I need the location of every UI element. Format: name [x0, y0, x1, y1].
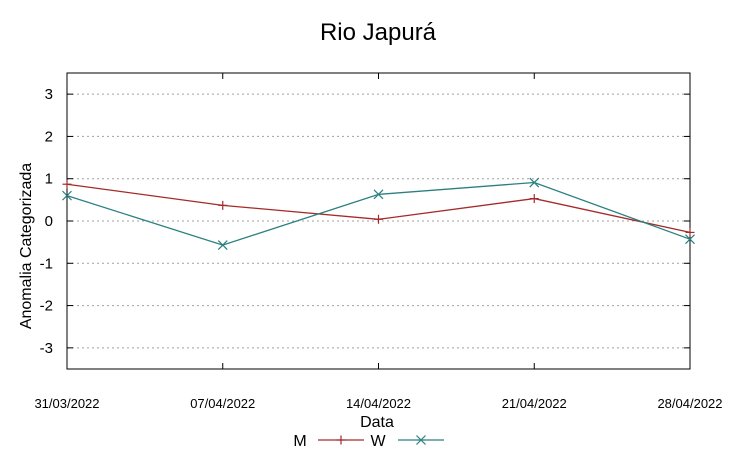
plot-frame	[66, 72, 691, 370]
series-line-W	[66, 181, 691, 246]
data-point-M	[529, 194, 539, 204]
x-axis-ticks: 31/03/2022 07/04/2022 14/04/2022 21/04/2022…	[34, 73, 723, 411]
data-point-M	[62, 179, 72, 189]
data-point-W	[62, 190, 72, 201]
data-point-M	[685, 227, 695, 237]
y-tick-label: -2	[40, 298, 53, 315]
data-point-W	[373, 189, 384, 200]
y-tick-label: 3	[45, 86, 53, 103]
x-axis-label: Data	[360, 414, 394, 431]
y-tick-label: 2	[45, 128, 53, 145]
y-axis-ticks: -3 -2 -1 0 1 2 3	[40, 86, 690, 357]
series-layer	[62, 177, 695, 251]
y-tick-label: -3	[40, 340, 53, 357]
legend-label-W: W	[370, 433, 386, 450]
legend-label-M: M	[293, 433, 306, 450]
data-point-W	[685, 234, 695, 245]
y-axis-label: Anomalia Categorizada	[18, 163, 35, 329]
legend-marker-M	[336, 435, 346, 445]
data-point-M	[374, 214, 383, 224]
y-tick-label: 0	[45, 213, 53, 230]
data-point-M	[218, 200, 228, 210]
x-tick-label: 21/04/2022	[502, 396, 567, 411]
data-point-W	[217, 240, 228, 251]
x-tick-label: 31/03/2022	[34, 396, 99, 411]
y-tick-label: -1	[40, 255, 53, 272]
y-tick-label: 1	[45, 171, 53, 188]
chart-title: Rio Japurá	[320, 19, 437, 46]
x-tick-label: 07/04/2022	[190, 396, 255, 411]
data-point-W	[529, 177, 540, 188]
x-tick-label: 14/04/2022	[346, 396, 411, 411]
legend-marker-W	[416, 435, 426, 445]
x-tick-label: 28/04/2022	[657, 396, 722, 411]
